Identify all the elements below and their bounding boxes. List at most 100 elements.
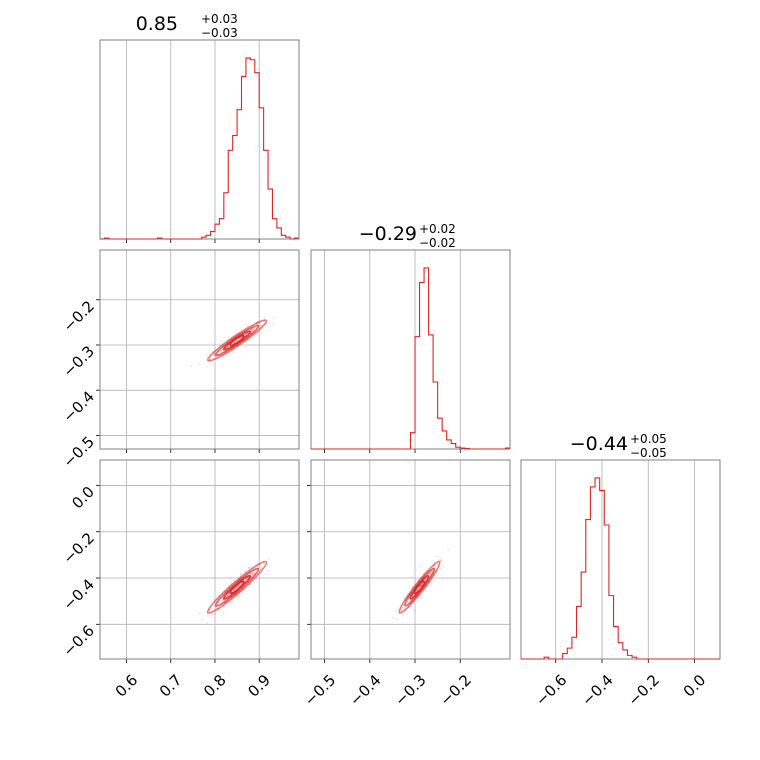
x-tick-label: −0.5 [301,671,339,709]
panel-frame [99,39,300,240]
y-tick-label: −0.6 [60,622,98,660]
sample-point [234,587,237,590]
sample-point [419,585,422,588]
sample-point [251,328,254,332]
sample-point [235,339,238,342]
sample-point [401,612,404,616]
sample-point [234,586,237,589]
sample-point [213,354,216,357]
x-tick-label: −0.6 [532,671,570,709]
title-param-0: 0.85 +0.03 −0.03 [136,12,238,40]
title-plus-2: +0.05 [630,432,667,446]
sample-point [235,586,238,589]
panel-frame [520,459,721,660]
title-median-2: −0.44 [570,433,628,455]
sample-point [240,572,243,575]
sample-point [416,600,419,603]
sample-point [247,566,251,569]
title-median-0: 0.85 [136,13,178,35]
sample-point [256,565,260,568]
histogram-step-0 [100,57,299,240]
sample-point [413,609,416,612]
sample-point [436,555,439,558]
sample-point [250,328,253,331]
sample-point [220,342,223,345]
sample-point [251,573,255,576]
sample-point [272,323,275,326]
sample-point [235,586,238,589]
contour-level-0 [398,560,441,614]
x-tick-label: 0.7 [156,671,186,701]
sample-point [234,586,237,589]
sample-point [392,616,395,619]
sample-point [221,599,224,603]
sample-point [208,352,211,355]
sample-point [237,584,241,588]
sample-point [223,605,226,608]
sample-point [219,350,222,353]
contour-level-0 [206,560,268,614]
sample-point [209,615,212,618]
y-tick-label: −0.5 [60,433,98,471]
sample-point [430,570,433,573]
sample-point [416,588,419,591]
sample-point [419,584,422,587]
sample-point [429,571,432,574]
x-tick-label: 0.8 [200,671,230,701]
title-minus-2: −0.05 [630,446,667,460]
scatter-panel-2-1: −0.5 −0.4 −0.3 −0.2 [301,459,511,710]
sample-point [205,621,209,624]
sample-point [267,557,271,560]
sample-point [231,350,235,353]
sample-point [252,572,255,575]
contour-level-1 [214,324,260,357]
title-minus-1: −0.02 [419,236,456,250]
sample-point [439,559,443,562]
sample-point [230,576,233,580]
y-tick-label: −0.4 [60,387,98,425]
sample-point [198,612,201,615]
sample-point [419,584,423,588]
y-tick-label: −0.2 [60,297,98,335]
panel-frame [310,249,511,450]
sample-point [200,618,204,621]
sample-point [218,609,221,612]
contour-level-1 [404,567,436,607]
sample-point [263,316,266,319]
sample-point [213,612,217,616]
panel-frame [310,459,511,660]
sample-point [237,584,240,587]
sample-point [424,569,427,572]
title-plus-1: +0.02 [419,222,456,236]
sample-point [394,609,397,612]
panel-frame [99,249,300,450]
sample-point [236,595,239,598]
sample-point [419,584,422,587]
sample-point [251,572,254,576]
sample-point [432,561,436,564]
sample-point [259,565,263,568]
sample-point [420,583,423,587]
sample-point [235,339,239,342]
sample-point [233,341,236,344]
sample-point [416,588,419,591]
sample-point [230,601,234,604]
contour-level-3 [229,334,245,347]
histogram-panel-2: −0.6 −0.4 −0.2 0.0 [520,459,721,710]
y-tick-label: 0.0 [68,483,98,513]
histogram-panel-0 [99,39,300,243]
sample-point [252,570,255,574]
y-tick-label: −0.4 [60,575,98,613]
sample-point [420,584,423,587]
sample-point [446,548,450,552]
x-tick-label: −0.2 [437,671,475,709]
sample-point [209,357,212,360]
x-tick-label: 0.9 [244,671,274,701]
title-median-1: −0.29 [359,223,417,245]
histogram-step-2 [521,477,720,660]
sample-point [436,562,440,565]
sample-point [233,588,236,591]
scatter-panel-1-0: −0.5 −0.4 −0.3 −0.2 [60,249,300,471]
y-tick-label: −0.2 [60,529,98,567]
sample-point [420,584,423,587]
